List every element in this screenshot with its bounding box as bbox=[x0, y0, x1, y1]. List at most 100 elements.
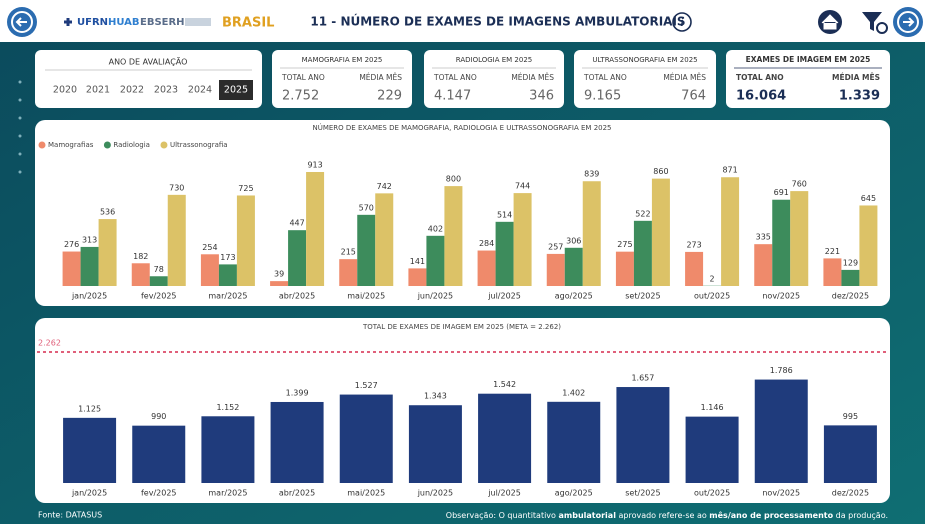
year-option[interactable]: 2024 bbox=[188, 85, 212, 96]
kpi-card bbox=[424, 50, 564, 108]
kpi-card bbox=[272, 50, 412, 108]
bar bbox=[426, 235, 445, 286]
bar bbox=[131, 263, 150, 286]
x-tick-label: ago/2025 bbox=[555, 489, 593, 498]
bar bbox=[477, 250, 496, 286]
clear-filter-button[interactable] bbox=[862, 12, 888, 34]
note-part: da produção. bbox=[833, 511, 888, 520]
x-tick-label: nov/2025 bbox=[762, 292, 800, 301]
bar bbox=[167, 194, 186, 286]
data-label: 2 bbox=[710, 274, 715, 283]
svg-text:i: i bbox=[680, 16, 684, 29]
data-label: 306 bbox=[566, 236, 581, 245]
bar bbox=[80, 246, 99, 286]
kpi-title: RADIOLOGIA EM 2025 bbox=[456, 56, 533, 64]
chart-title: TOTAL DE EXAMES DE IMAGEM EM 2025 (META … bbox=[362, 323, 561, 331]
data-label: 570 bbox=[359, 203, 374, 212]
x-tick-label: set/2025 bbox=[625, 489, 660, 498]
year-option[interactable]: 2021 bbox=[86, 85, 110, 96]
data-label: 313 bbox=[82, 235, 97, 244]
kpi-value: 346 bbox=[529, 89, 554, 104]
data-label: 1.527 bbox=[355, 381, 378, 390]
x-tick-label: mai/2025 bbox=[347, 292, 385, 301]
bar bbox=[375, 193, 394, 286]
bar bbox=[132, 425, 186, 483]
legend-swatch bbox=[38, 141, 46, 149]
bar bbox=[218, 264, 237, 286]
x-tick-label: dez/2025 bbox=[832, 489, 869, 498]
filter-title: ANO DE AVALIAÇÃO bbox=[109, 57, 188, 67]
data-label: 990 bbox=[151, 412, 166, 421]
back-button[interactable] bbox=[7, 7, 37, 37]
home-button[interactable] bbox=[818, 10, 842, 34]
data-label: 402 bbox=[428, 224, 443, 233]
bar bbox=[547, 401, 601, 483]
data-label: 691 bbox=[774, 188, 789, 197]
data-label: 1.542 bbox=[493, 380, 516, 389]
bar bbox=[685, 416, 739, 483]
kpi-label: TOTAL ANO bbox=[736, 73, 784, 82]
data-label: 257 bbox=[548, 242, 563, 251]
x-tick-label: jan/2025 bbox=[71, 489, 107, 498]
kpi-value: 764 bbox=[681, 89, 706, 104]
source: Fonte: DATASUS bbox=[38, 511, 102, 520]
kpi-value: 2.752 bbox=[282, 89, 319, 104]
page-title: 11 - NÚMERO DE EXAMES DE IMAGENS AMBULAT… bbox=[310, 14, 685, 29]
kpi-label: MÉDIA MÊS bbox=[663, 73, 706, 82]
x-tick-label: mar/2025 bbox=[208, 292, 247, 301]
year-option[interactable]: 2022 bbox=[120, 85, 144, 96]
bar bbox=[790, 191, 809, 286]
data-label: 447 bbox=[289, 219, 304, 228]
bar bbox=[149, 276, 168, 286]
x-tick-label: fev/2025 bbox=[141, 489, 177, 498]
data-label: 39 bbox=[274, 270, 284, 279]
data-label: 215 bbox=[341, 248, 356, 257]
next-button[interactable] bbox=[893, 7, 923, 37]
x-tick-label: set/2025 bbox=[625, 292, 660, 301]
logo: HUAB bbox=[108, 17, 140, 28]
bar bbox=[546, 253, 565, 286]
data-label: 860 bbox=[653, 167, 668, 176]
year-option[interactable]: 2025 bbox=[224, 85, 248, 96]
logo-placeholder bbox=[185, 18, 211, 26]
x-tick-label: abr/2025 bbox=[279, 292, 315, 301]
x-tick-label: dez/2025 bbox=[832, 292, 869, 301]
x-tick-label: jun/2025 bbox=[417, 292, 453, 301]
data-label: 1.786 bbox=[770, 366, 793, 375]
bar bbox=[201, 416, 255, 483]
x-tick-label: abr/2025 bbox=[279, 489, 315, 498]
bar bbox=[63, 417, 117, 483]
data-label: 800 bbox=[446, 175, 461, 184]
x-tick-label: jan/2025 bbox=[71, 292, 107, 301]
info-button[interactable]: i bbox=[672, 12, 692, 32]
kpi-value: 16.064 bbox=[736, 89, 786, 104]
legend-swatch bbox=[160, 141, 168, 149]
bar bbox=[841, 269, 860, 286]
selected-year-bg[interactable] bbox=[219, 80, 253, 100]
data-label: 276 bbox=[64, 240, 79, 249]
bar bbox=[408, 268, 427, 286]
logo: EBSERH bbox=[140, 17, 185, 28]
logo: UFRN bbox=[77, 17, 108, 28]
kpi-label: TOTAL ANO bbox=[583, 73, 627, 82]
x-tick-label: mai/2025 bbox=[347, 489, 385, 498]
data-label: 273 bbox=[686, 240, 701, 249]
kpi-title: EXAMES DE IMAGEM EM 2025 bbox=[746, 55, 871, 64]
bar bbox=[444, 186, 463, 286]
bar bbox=[633, 220, 652, 286]
data-label: 536 bbox=[100, 208, 115, 217]
data-label: 871 bbox=[722, 166, 737, 175]
year-option[interactable]: 2020 bbox=[53, 85, 77, 96]
bar bbox=[616, 387, 670, 483]
target-label: 2.262 bbox=[38, 339, 61, 348]
data-label: 744 bbox=[515, 182, 530, 191]
x-tick-label: ago/2025 bbox=[555, 292, 593, 301]
x-tick-label: out/2025 bbox=[694, 292, 730, 301]
bar bbox=[685, 251, 704, 286]
bar bbox=[754, 379, 808, 483]
kpi-card bbox=[574, 50, 716, 108]
data-label: 522 bbox=[635, 209, 650, 218]
kpi-label: TOTAL ANO bbox=[433, 73, 477, 82]
year-option[interactable]: 2023 bbox=[154, 85, 178, 96]
